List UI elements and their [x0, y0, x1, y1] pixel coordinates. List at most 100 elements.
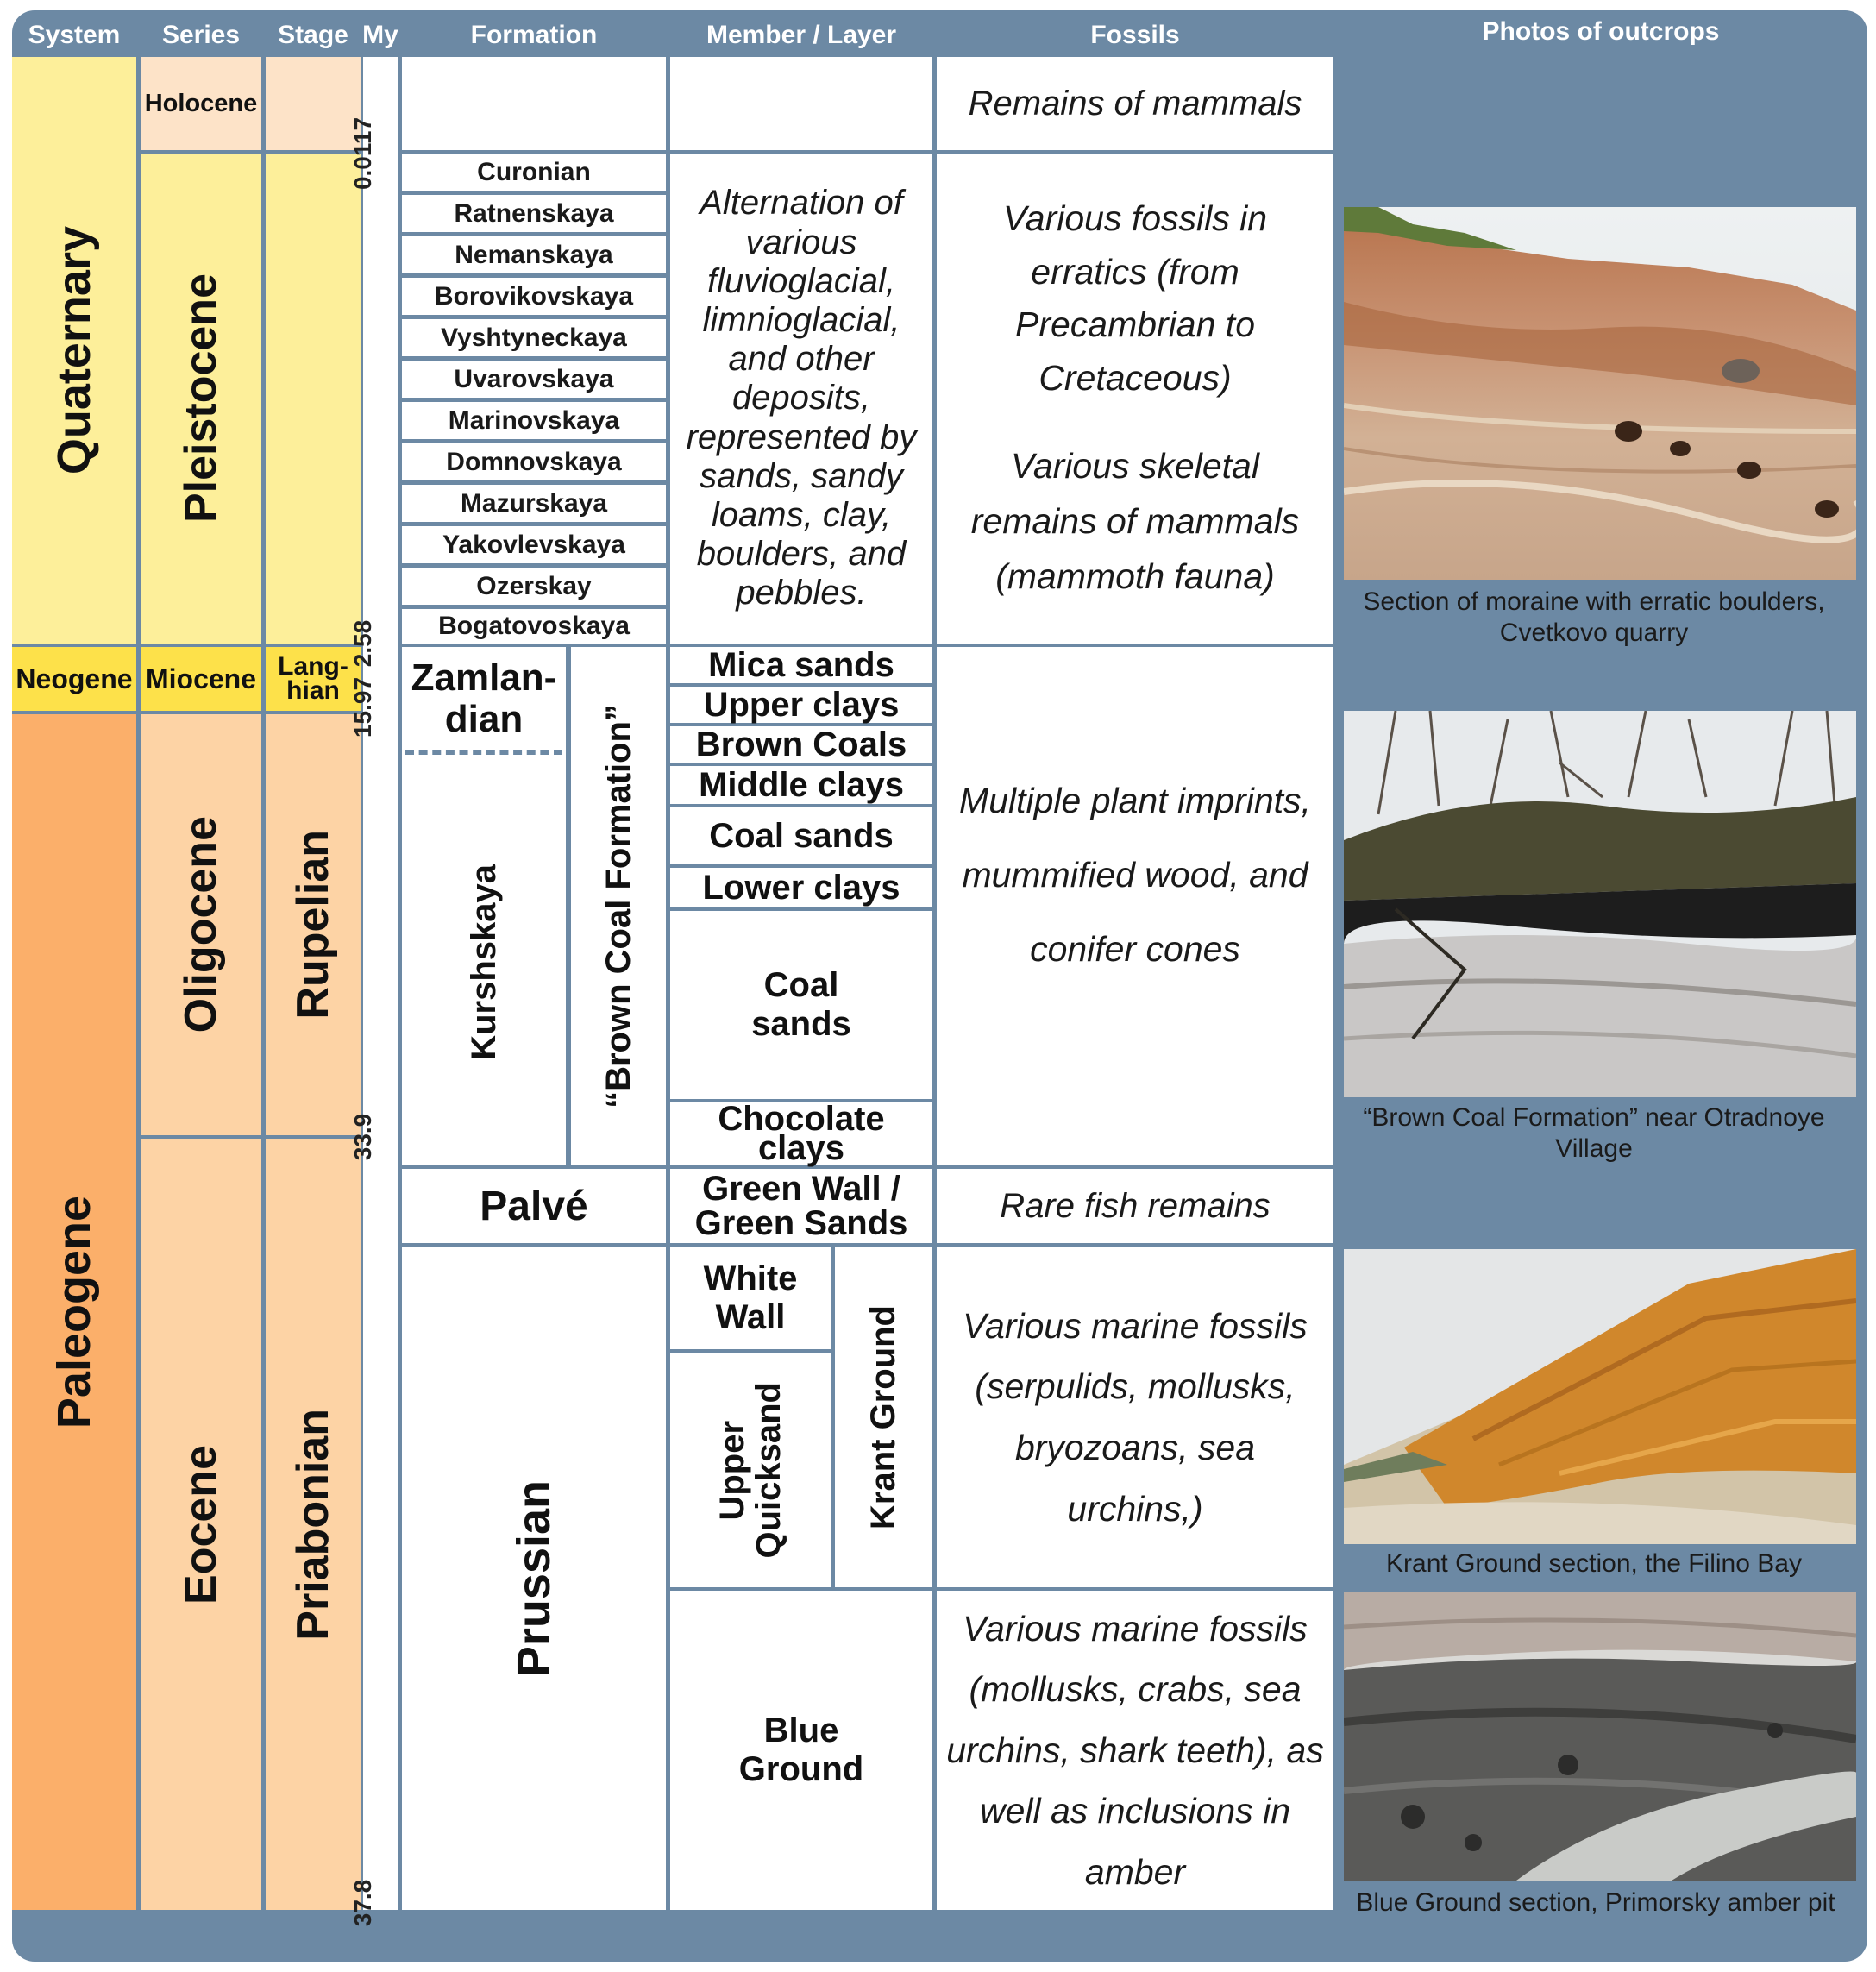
formation-bogatovoskaya: Bogatovoskaya: [402, 609, 666, 644]
photo-moraine-cvetkovo: [1344, 207, 1856, 580]
formation-borovikovskaya: Borovikovskaya: [402, 278, 666, 315]
series-eocene-label: Eocene: [176, 1444, 226, 1605]
member-upper-quicksand-label: Upper Quicksand: [713, 1381, 787, 1559]
fossils-pleistocene-erratics: Various fossils in erratics (from Precam…: [1002, 198, 1268, 398]
stage-rupelian-label: Rupelian: [288, 830, 338, 1020]
member-lower-clays: Lower clays: [670, 868, 932, 907]
fossils-holocene-text: Remains of mammals: [968, 85, 1302, 122]
fossils-holocene: Remains of mammals: [937, 57, 1333, 150]
age-33-9: 33.9: [349, 1113, 376, 1161]
formation-domnovskaya: Domnovskaya: [402, 443, 666, 480]
formation-kurshskaya-label: Kurshskaya: [464, 864, 503, 1060]
photo-krant-ground-filino: [1344, 1249, 1856, 1544]
formation-yakovlevskaya: Yakovlevskaya: [402, 526, 666, 563]
formation-vyshtyneckaya: Vyshtyneckaya: [402, 319, 666, 356]
formation-holocene-blank: [402, 57, 666, 150]
fossils-blue: Various marine fossils (mollusks, crabs,…: [937, 1591, 1333, 1910]
member-white-wall: White Wall: [670, 1247, 831, 1349]
caption-krant-ground: Krant Ground section, the Filino Bay: [1386, 1549, 1802, 1578]
formation-ratnenskaya: Ratnenskaya: [402, 195, 666, 232]
age-37-8: 37.8: [349, 1879, 376, 1927]
member-middle-clays: Middle clays: [670, 766, 932, 804]
header-photos: Photos of outcrops: [1482, 17, 1720, 46]
formation-mazurskaya: Mazurskaya: [402, 485, 666, 522]
series-pleistocene: Pleistocene: [141, 154, 261, 644]
header-my: My: [362, 21, 398, 49]
member-blue-ground: Blue Ground: [670, 1591, 932, 1910]
age-0-0117: 0.0117: [349, 116, 376, 191]
header-system: System: [28, 21, 121, 49]
zamlandian-boundary-dashed-line: [405, 750, 562, 755]
stage-langhian-label: Lang- hian: [278, 651, 348, 705]
formation-zamlandian-kurshskaya: Zamlan- dian: [402, 647, 566, 1165]
header-stage: Stage: [278, 21, 348, 49]
system-quaternary: Quaternary: [12, 57, 136, 644]
formation-brown-coal: “Brown Coal Formation”: [571, 647, 666, 1165]
member-brown-coals: Brown Coals: [670, 725, 932, 763]
caption-moraine: Section of moraine with erratic boulders…: [1363, 587, 1825, 647]
formation-marinovskaya: Marinovskaya: [402, 402, 666, 439]
system-paleogene: Paleogene: [12, 714, 136, 1910]
stage-rupelian: Rupelian: [266, 714, 361, 1135]
formation-curonian: Curonian: [402, 154, 666, 191]
caption-blue-ground: Blue Ground section, Primorsky amber pit: [1356, 1888, 1835, 1917]
member-quaternary-desc: Alternation of various fluvioglacial, li…: [670, 154, 932, 644]
header-formation: Formation: [470, 21, 598, 49]
fossils-palve: Rare fish remains: [937, 1169, 1333, 1243]
series-holocene-label: Holocene: [144, 89, 258, 117]
series-miocene: Miocene: [141, 647, 261, 711]
fossils-krant: Various marine fossils (serpulids, mollu…: [937, 1247, 1333, 1587]
system-paleogene-label: Paleogene: [48, 1195, 100, 1429]
stage-pleistocene-blank: [266, 154, 361, 644]
formation-kurshskaya: Kurshskaya: [402, 759, 566, 1165]
member-krant-ground-label: Krant Ground: [864, 1305, 903, 1529]
fossils-pleistocene-mammals: Various skeletal remains of mammals (mam…: [970, 446, 1300, 596]
fossils-krant-text: Various marine fossils (serpulids, mollu…: [963, 1305, 1308, 1529]
series-oligocene-label: Oligocene: [176, 816, 226, 1033]
member-coal-sands-lower: Coal sands: [670, 911, 932, 1099]
series-miocene-label: Miocene: [145, 663, 257, 694]
formation-prussian: Prussian: [402, 1247, 666, 1910]
fossils-palve-text: Rare fish remains: [1000, 1187, 1271, 1225]
member-upper-clays: Upper clays: [670, 686, 932, 724]
series-eocene: Eocene: [141, 1139, 261, 1910]
member-quaternary-desc-text: Alternation of various fluvioglacial, li…: [686, 184, 917, 612]
series-oligocene: Oligocene: [141, 714, 261, 1135]
my-column: [363, 57, 398, 1910]
age-2-58: 2.58: [349, 619, 376, 668]
member-green-wall: Green Wall / Green Sands: [670, 1169, 932, 1243]
member-mica-sands: Mica sands: [670, 646, 932, 684]
fossils-brown-coal: Multiple plant imprints, mummified wood,…: [937, 647, 1333, 1165]
formation-zamlandian-label: Zamlan- dian: [411, 656, 557, 741]
member-krant-ground: Krant Ground: [835, 1247, 932, 1587]
series-pleistocene-label: Pleistocene: [176, 273, 226, 524]
system-neogene: Neogene: [12, 647, 136, 711]
member-chocolate-clays: Chocolate clays: [670, 1102, 932, 1165]
header-member: Member / Layer: [706, 21, 897, 49]
formation-palve-label: Palvé: [480, 1183, 588, 1229]
stage-priabonian: Priabonian: [266, 1139, 361, 1910]
photo-brown-coal-otradnoye: [1344, 711, 1856, 1097]
series-holocene: Holocene: [141, 57, 261, 150]
stage-langhian: Lang- hian: [266, 647, 361, 711]
header-fossils: Fossils: [1090, 21, 1180, 49]
formation-ozerskay: Ozerskay: [402, 568, 666, 605]
member-holocene-blank: [670, 57, 932, 150]
fossils-blue-text: Various marine fossils (mollusks, crabs,…: [946, 1608, 1324, 1892]
system-neogene-label: Neogene: [16, 663, 133, 694]
photo-blue-ground-primorsky: [1344, 1592, 1856, 1881]
formation-brown-coal-label: “Brown Coal Formation”: [599, 703, 637, 1108]
member-upper-quicksand: Upper Quicksand: [670, 1353, 831, 1587]
formation-palve: Palvé: [402, 1169, 666, 1243]
fossils-brown-coal-text: Multiple plant imprints, mummified wood,…: [959, 781, 1311, 970]
formation-nemanskaya: Nemanskaya: [402, 236, 666, 273]
system-quaternary-label: Quaternary: [48, 225, 100, 475]
stage-holocene-blank: [266, 57, 361, 150]
header-series: Series: [161, 21, 241, 49]
age-15-97: 15.97: [349, 676, 376, 738]
stage-priabonian-label: Priabonian: [288, 1408, 338, 1641]
fossils-pleistocene: Various fossils in erratics (from Precam…: [937, 154, 1333, 644]
formation-prussian-label: Prussian: [508, 1479, 560, 1678]
formation-uvarovskaya: Uvarovskaya: [402, 361, 666, 398]
member-coal-sands-upper: Coal sands: [670, 807, 932, 864]
